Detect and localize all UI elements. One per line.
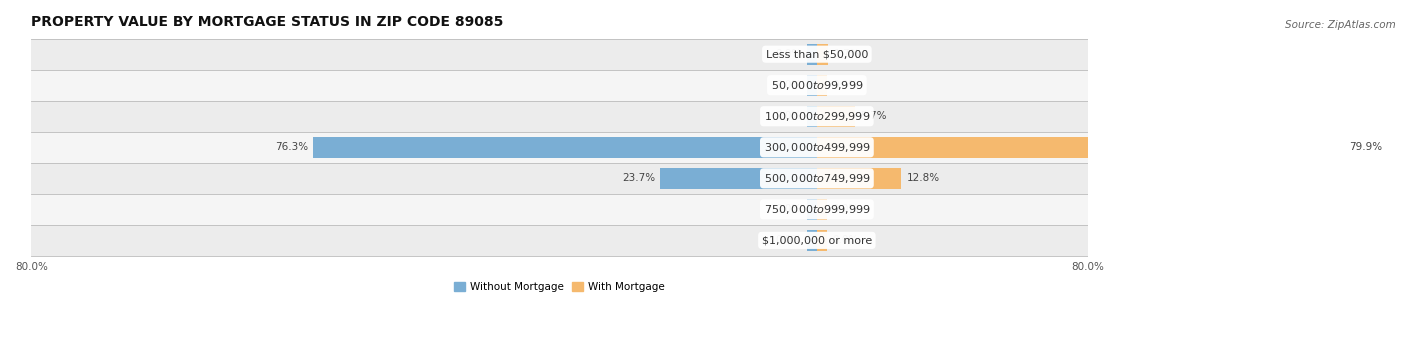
Text: 0.0%: 0.0% [776, 111, 801, 121]
Text: Source: ZipAtlas.com: Source: ZipAtlas.com [1285, 20, 1396, 30]
Text: Less than $50,000: Less than $50,000 [766, 49, 868, 59]
Legend: Without Mortgage, With Mortgage: Without Mortgage, With Mortgage [450, 278, 669, 296]
Bar [807, 230, 817, 251]
Text: $100,000 to $299,999: $100,000 to $299,999 [763, 110, 870, 123]
Text: 79.9%: 79.9% [1350, 142, 1382, 152]
Text: 0.0%: 0.0% [832, 235, 858, 245]
Text: 0.0%: 0.0% [776, 235, 801, 245]
Bar [817, 106, 855, 127]
Bar [807, 44, 817, 65]
Bar [817, 137, 1344, 158]
Text: $50,000 to $99,999: $50,000 to $99,999 [770, 79, 863, 92]
Bar [817, 168, 901, 189]
Text: 76.3%: 76.3% [274, 142, 308, 152]
Bar [661, 168, 817, 189]
Text: $500,000 to $749,999: $500,000 to $749,999 [763, 172, 870, 185]
Bar [31, 39, 1087, 70]
Bar [31, 101, 1087, 132]
Text: $300,000 to $499,999: $300,000 to $499,999 [763, 141, 870, 154]
Bar [31, 194, 1087, 225]
Text: 0.0%: 0.0% [776, 204, 801, 214]
Text: $750,000 to $999,999: $750,000 to $999,999 [763, 203, 870, 216]
Text: 0.0%: 0.0% [776, 49, 801, 59]
Bar [807, 75, 817, 96]
Bar [807, 106, 817, 127]
Text: $1,000,000 or more: $1,000,000 or more [762, 235, 872, 245]
Bar [31, 132, 1087, 163]
Text: 23.7%: 23.7% [621, 173, 655, 183]
Text: 12.8%: 12.8% [907, 173, 939, 183]
Bar [817, 230, 827, 251]
Bar [807, 199, 817, 220]
Bar [31, 70, 1087, 101]
Bar [314, 137, 817, 158]
Bar [817, 44, 828, 65]
Text: PROPERTY VALUE BY MORTGAGE STATUS IN ZIP CODE 89085: PROPERTY VALUE BY MORTGAGE STATUS IN ZIP… [31, 15, 503, 29]
Text: 1.7%: 1.7% [834, 49, 860, 59]
Text: 5.7%: 5.7% [860, 111, 886, 121]
Bar [31, 225, 1087, 256]
Text: 0.0%: 0.0% [776, 80, 801, 90]
Bar [817, 75, 827, 96]
Text: 0.0%: 0.0% [832, 204, 858, 214]
Bar [31, 163, 1087, 194]
Text: 0.0%: 0.0% [832, 80, 858, 90]
Bar [817, 199, 827, 220]
